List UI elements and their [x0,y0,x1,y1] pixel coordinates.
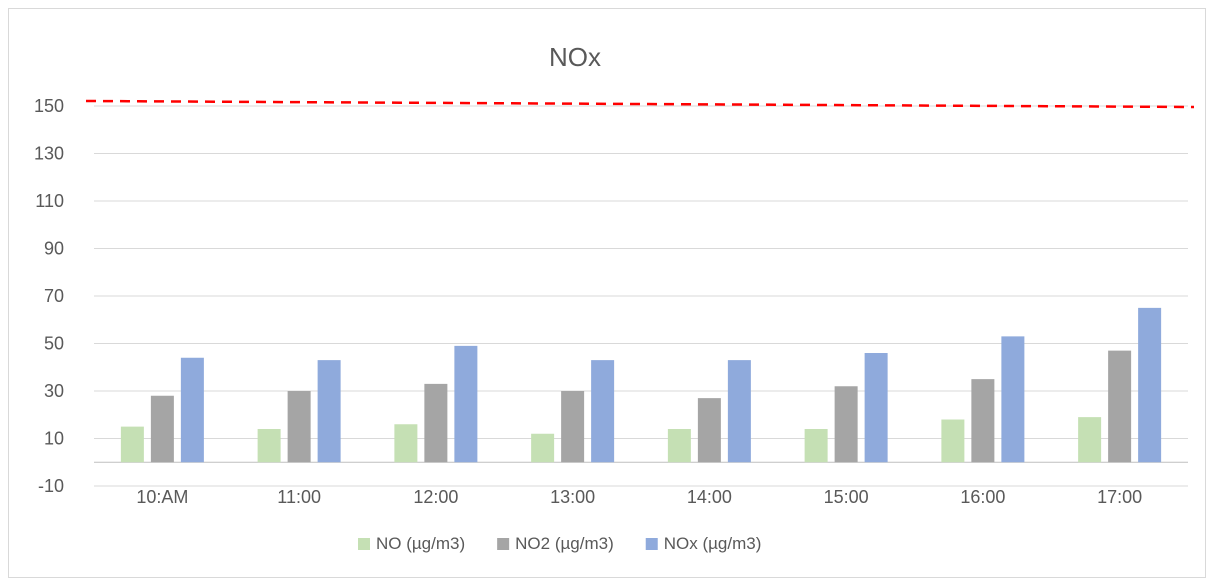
x-tick-label: 17:00 [1097,487,1142,507]
bar [1108,350,1132,463]
y-tick-label: 150 [34,96,64,116]
threshold-dashed-line [85,99,1195,109]
x-tick-label: 12:00 [413,487,458,507]
bar [257,429,281,463]
legend-swatch [645,538,658,550]
bar [531,433,555,463]
chart-frame [8,8,1206,578]
bar [1001,336,1025,463]
bar [454,345,478,463]
y-axis-ticks: -10 10 30 50 70 90 110 130 150 [34,96,64,496]
x-tick-label: 14:00 [687,487,732,507]
bar [971,379,995,463]
bar [864,353,888,463]
bar [1078,417,1102,463]
legend-swatch [358,538,370,550]
x-tick-label: 13:00 [550,487,595,507]
bars [120,307,1162,463]
y-tick-label: 30 [44,381,64,401]
y-tick-label: 50 [44,334,64,354]
bar [591,360,615,463]
bar [697,398,721,463]
legend-label: NO2 (µg/m3) [515,534,614,553]
legend: NO (µg/m3) NO2 (µg/m3) NOx (µg/m3) [358,534,761,553]
bar [317,360,341,463]
legend-swatch [497,538,510,550]
bar [834,386,858,463]
bar [941,419,965,463]
bar [150,395,174,463]
bar [1138,307,1162,463]
x-tick-label: 16:00 [960,487,1005,507]
bar [180,357,204,463]
x-tick-label: 11:00 [277,487,321,507]
chart-title: NOx [549,42,601,72]
x-tick-label: 10:AM [136,487,188,507]
y-tick-label: 110 [35,191,64,211]
threshold-line [85,99,1195,109]
bar [394,424,418,463]
y-tick-label: -10 [38,476,64,496]
bar [287,391,311,463]
bar [561,391,585,463]
y-tick-label: 70 [44,286,64,306]
legend-label: NOx (µg/m3) [664,534,762,553]
bar [667,429,691,463]
y-tick-label: 10 [44,429,64,449]
x-axis-ticks: 10:AM 11:00 12:00 13:00 14:00 15:00 16:00 17:00 [136,487,1142,507]
bar [727,360,751,463]
y-tick-label: 90 [44,239,64,259]
bar [804,429,828,463]
bar [120,426,144,463]
y-tick-label: 130 [34,144,64,164]
bar [424,383,448,463]
legend-label: NO (µg/m3) [376,534,465,553]
x-tick-label: 15:00 [824,487,869,507]
